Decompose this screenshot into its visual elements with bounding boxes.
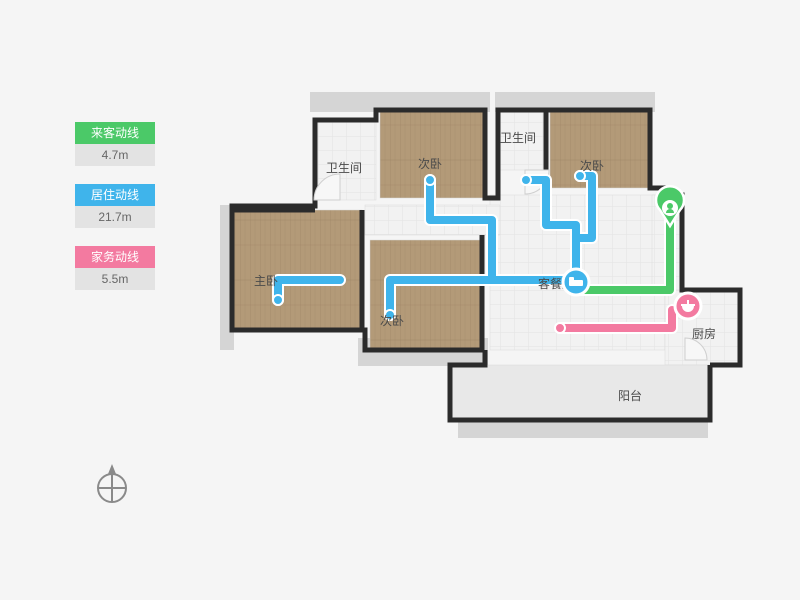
path-endpoint-icon: [425, 175, 435, 185]
legend-value-resident: 21.7m: [75, 206, 155, 228]
room-label-kitchen: 厨房: [692, 326, 716, 341]
room-label-balcony: 阳台: [618, 388, 642, 403]
compass-icon: [92, 460, 132, 510]
legend-value-chore: 5.5m: [75, 268, 155, 290]
legend-item-chore: 家务动线 5.5m: [75, 246, 155, 290]
room-label-bath_r: 卫生间: [500, 131, 536, 145]
room-label-sec_bed_bot: 次卧: [380, 314, 404, 328]
room-balcony: [450, 365, 710, 420]
room-master_bed: [232, 210, 362, 330]
room-sec_bed_r: [550, 110, 650, 188]
legend-header-chore: 家务动线: [75, 246, 155, 268]
legend-header-guest: 来客动线: [75, 122, 155, 144]
legend-item-resident: 居住动线 21.7m: [75, 184, 155, 228]
room-label-bath_l: 卫生间: [326, 161, 362, 175]
room-label-sec_bed_r: 次卧: [580, 159, 604, 173]
floorplan: 主卧次卧次卧次卧卫生间卫生间客餐厅厨房阳台: [220, 80, 745, 480]
legend: 来客动线 4.7m 居住动线 21.7m 家务动线 5.5m: [75, 122, 155, 308]
legend-value-guest: 4.7m: [75, 144, 155, 166]
path-endpoint-icon: [273, 295, 283, 305]
path-endpoint-icon: [555, 323, 565, 333]
legend-header-resident: 居住动线: [75, 184, 155, 206]
room-label-master_bed: 主卧: [254, 274, 278, 288]
room-label-sec_bed_top: 次卧: [418, 157, 442, 171]
legend-item-guest: 来客动线 4.7m: [75, 122, 155, 166]
path-endpoint-icon: [521, 175, 531, 185]
